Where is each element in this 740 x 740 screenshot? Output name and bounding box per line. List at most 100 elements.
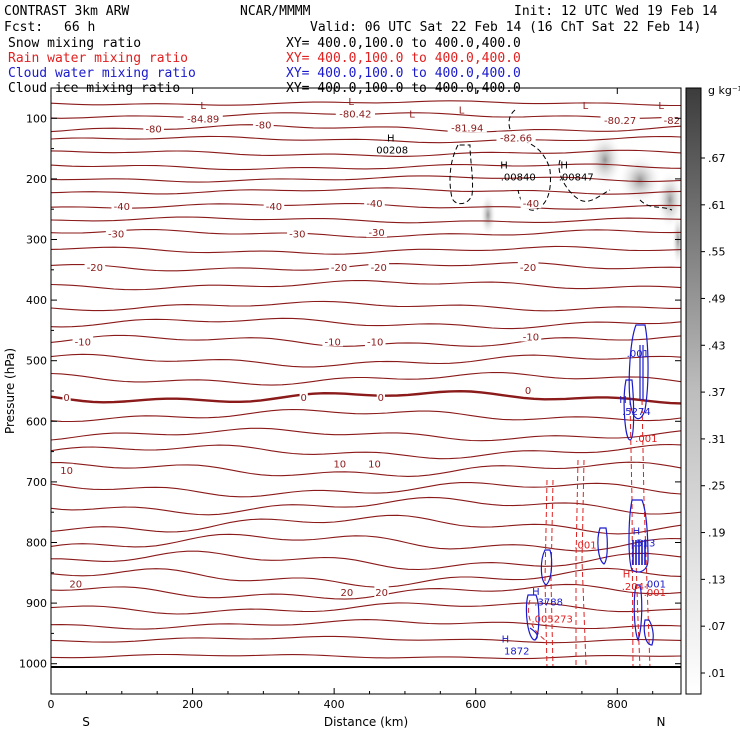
extrema-label: .513 <box>633 539 655 550</box>
temperature-contour-label: 20 <box>375 588 388 599</box>
temperature-contour-label: -10 <box>325 337 341 348</box>
temperature-contour-line <box>51 300 681 312</box>
field-rain-name: Rain water mixing ratio <box>8 51 188 66</box>
colorbar-label: .55 <box>708 246 726 259</box>
temperature-contour-label: -30 <box>289 229 305 240</box>
temperature-contour-line <box>51 496 681 516</box>
contour-label-bg <box>263 200 285 212</box>
contour-labels: -80 -80 -80.42 -84.89 -81.94 -82.66 -80.27 -82 -… <box>59 97 681 658</box>
y-tick-label: 200 <box>26 173 47 186</box>
ice-shade-cell <box>618 154 662 206</box>
forecast-label: Fcst: <box>4 20 43 35</box>
contour-label-bg <box>105 227 127 239</box>
temperature-contour-label: -84.89 <box>187 114 219 125</box>
contour-label-bg <box>496 131 536 143</box>
colorbar-label: .37 <box>708 386 726 399</box>
contour-label-bg <box>59 463 74 475</box>
contour-label-bg <box>183 112 223 124</box>
temperature-contour-line <box>51 135 681 144</box>
y-tick-label: 1000 <box>19 658 47 671</box>
rain-contour-line <box>641 399 651 669</box>
x-tick-label: 0 <box>48 698 55 711</box>
y-axis-label: Pressure (hPa) <box>3 348 17 434</box>
temperature-contour-label: -40 <box>523 199 539 210</box>
temperature-contours <box>51 100 681 660</box>
colorbar-label: .61 <box>708 199 726 212</box>
extrema-label: L <box>658 101 664 112</box>
y-tick-label: 900 <box>26 597 47 610</box>
cloud-water-contours <box>525 324 654 646</box>
temperature-contour-label: -80.27 <box>604 116 636 127</box>
cloud-water-contour-line <box>639 345 644 400</box>
extrema-label: L <box>583 101 589 112</box>
cloud-water-contour-line <box>540 549 553 586</box>
contour-label-bg <box>366 226 387 238</box>
extrema-label: H <box>633 527 641 538</box>
temperature-contour-line <box>51 653 681 660</box>
y-tick-label: 600 <box>26 415 47 428</box>
temperature-contour-line <box>51 635 681 644</box>
contour-label-bg <box>520 197 542 209</box>
temperature-contour-label: 20 <box>69 580 82 591</box>
colorbar-label: .31 <box>708 433 726 446</box>
y-tick-label: 400 <box>26 294 47 307</box>
init-time: Init: 12 UTC Wed 19 Feb 14 <box>514 4 718 19</box>
temperature-contour-line <box>51 619 681 630</box>
south-label: S <box>82 715 90 729</box>
field-rain-xy: XY= 400.0,100.0 to 400.0,400.0 <box>286 51 521 66</box>
north-label: N <box>657 715 666 729</box>
extrema-label: .001 <box>627 349 649 360</box>
contour-label-bg <box>62 391 71 403</box>
contour-label-bg <box>335 107 375 119</box>
ice-shade-cell <box>480 193 496 237</box>
ice-contour-line <box>639 199 673 211</box>
rain-contour-line <box>544 479 548 669</box>
contour-label-bg <box>374 586 389 598</box>
extrema-label: .005273 <box>531 614 572 625</box>
temperature-contour-line <box>51 550 681 571</box>
temperature-contour-line <box>51 408 681 423</box>
colorbar-unit: g kg⁻¹ <box>708 84 740 97</box>
temperature-contour-label: -82.66 <box>500 134 532 145</box>
temperature-contour-line <box>51 216 681 224</box>
contour-label-bg <box>328 260 350 272</box>
contour-label-bg <box>376 391 385 403</box>
extrema-label: H <box>532 587 540 598</box>
temperature-contour-label: -80 <box>255 120 271 131</box>
temperature-contour-line <box>51 245 681 255</box>
rain-contour-line <box>575 459 579 665</box>
temperature-contour-label: -10 <box>523 332 539 343</box>
y-tick-label: 500 <box>26 355 47 368</box>
temperature-contour-line <box>51 317 681 330</box>
rain-contours <box>527 399 651 669</box>
contour-label-bg <box>367 457 382 469</box>
y-tick-label: 300 <box>26 234 47 247</box>
extrema-label: 1872 <box>504 647 529 658</box>
extrema-label: H <box>619 395 627 406</box>
extrema-label: L <box>348 97 354 108</box>
extrema-label: .5274 <box>622 407 651 418</box>
valid-time: Valid: 06 UTC Sat 22 Feb 14 (16 ChT Sat … <box>310 20 701 35</box>
field-cloud-water-name: Cloud water mixing ratio <box>8 66 196 81</box>
contour-label-bg <box>332 457 348 469</box>
temperature-contour-label: 20 <box>341 588 354 599</box>
temperature-contour-label: -40 <box>266 202 282 213</box>
x-tick-label: 800 <box>607 698 628 711</box>
colorbar-ramp <box>685 87 702 695</box>
extrema-label: .00840 <box>501 173 536 184</box>
cloud-water-contour-line <box>643 619 654 646</box>
contour-label-bg <box>661 114 681 126</box>
x-tick-label: 200 <box>182 698 203 711</box>
temperature-contour-line <box>51 279 681 291</box>
extrema-label: H <box>500 161 508 172</box>
temperature-contour-line <box>51 100 681 107</box>
temperature-contour-label: -80 <box>145 125 161 136</box>
temperature-contour-label: -10 <box>367 337 383 348</box>
temperature-contour-line <box>51 389 681 405</box>
extrema-label: .3788 <box>534 598 563 609</box>
temperature-contour-line <box>51 482 681 498</box>
cloud-water-contour-line <box>628 324 649 420</box>
temperature-contour-label: -20 <box>371 263 387 274</box>
ice-shade-cell <box>587 132 623 188</box>
